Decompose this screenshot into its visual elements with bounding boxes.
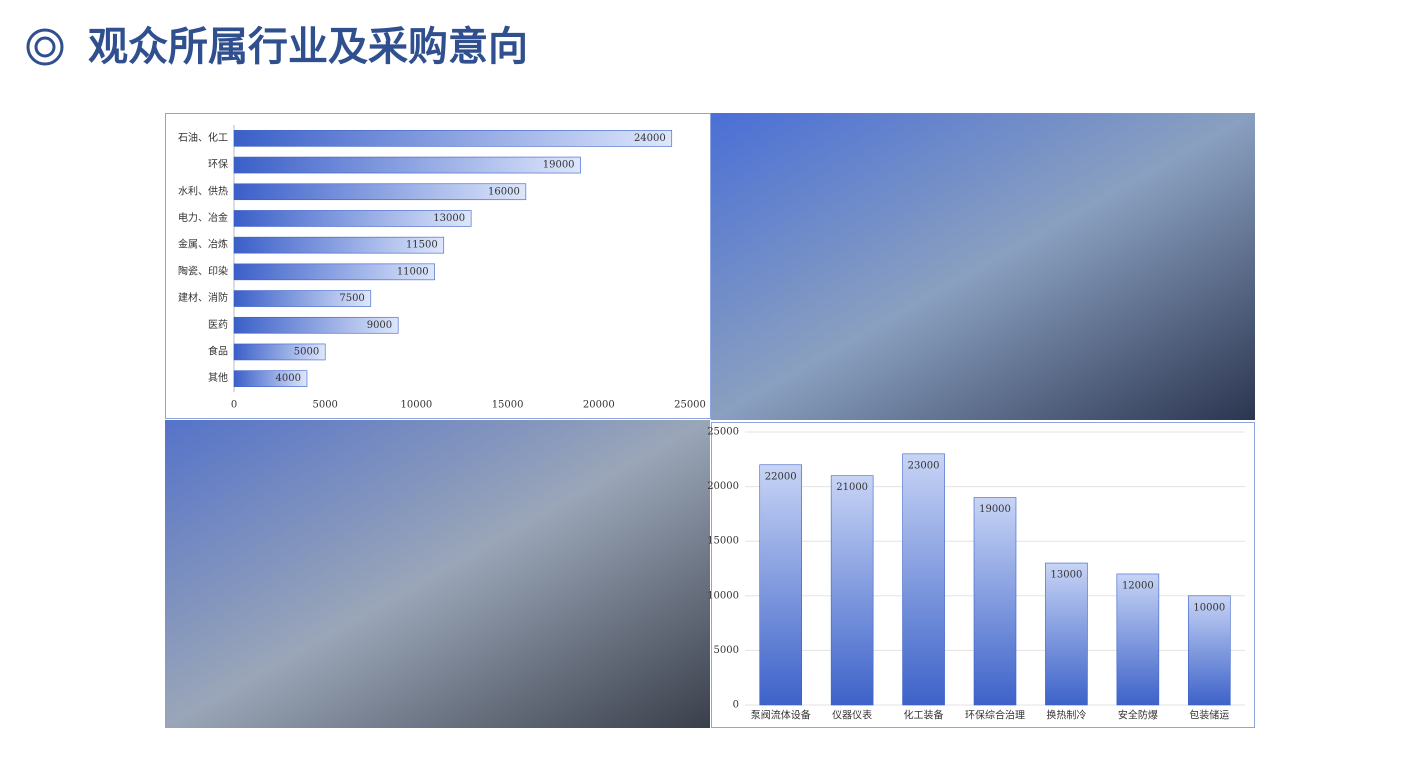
- value-label: 24000: [634, 133, 666, 144]
- y-tick-label: 水利、供热: [178, 184, 228, 197]
- bar: [233, 343, 326, 361]
- bar: [233, 263, 435, 281]
- page-title: 观众所属行业及采购意向: [88, 24, 528, 70]
- x-tick-label: 仪器仪表: [832, 709, 872, 722]
- x-tick-label: 5000: [312, 400, 337, 411]
- bar: [233, 290, 372, 307]
- bar: [1116, 573, 1160, 706]
- y-tick-label: 其他: [208, 371, 228, 384]
- photo: [165, 420, 710, 728]
- value-label: 5000: [294, 346, 319, 357]
- y-tick-label: 20000: [707, 481, 739, 492]
- value-label: 11500: [406, 240, 438, 251]
- y-tick-label: 15000: [707, 536, 739, 547]
- bar: [233, 210, 472, 227]
- value-label: 10000: [1193, 602, 1225, 613]
- y-tick-label: 金属、冶炼: [178, 238, 228, 251]
- value-label: 21000: [836, 482, 868, 493]
- value-label: 12000: [1122, 580, 1154, 591]
- value-label: 19000: [543, 160, 575, 171]
- y-tick-label: 电力、冶金: [178, 211, 228, 224]
- photo: [711, 113, 1255, 420]
- y-tick-label: 25000: [707, 427, 739, 438]
- x-tick-label: 环保综合治理: [965, 709, 1025, 722]
- value-label: 22000: [765, 471, 797, 482]
- value-label: 23000: [908, 460, 940, 471]
- bar: [233, 370, 308, 387]
- bar: [233, 236, 445, 254]
- bar: [902, 453, 945, 706]
- x-tick-label: 15000: [492, 400, 524, 411]
- bar: [233, 156, 581, 174]
- x-tick-label: 换热制冷: [1046, 709, 1086, 722]
- value-label: 4000: [276, 373, 301, 384]
- x-tick-label: 化工装备: [904, 709, 944, 722]
- y-tick-label: 食品: [208, 344, 228, 357]
- bar: [830, 475, 874, 706]
- y-tick-label: 0: [733, 700, 739, 711]
- value-label: 11000: [397, 266, 429, 277]
- x-tick-label: 安全防爆: [1118, 709, 1158, 722]
- bar: [233, 316, 399, 334]
- y-tick-label: 陶瓷、印染: [178, 264, 228, 277]
- y-tick-label: 医药: [208, 319, 228, 331]
- value-label: 16000: [488, 186, 520, 197]
- y-tick-label: 石油、化工: [178, 131, 228, 144]
- bar: [1045, 562, 1088, 706]
- y-tick-label: 环保: [208, 158, 228, 171]
- x-tick-label: 泵阀流体设备: [751, 709, 811, 722]
- value-label: 7500: [339, 293, 364, 304]
- y-tick-label: 建材、消防: [178, 291, 228, 304]
- title-icon: [26, 28, 64, 66]
- x-tick-label: 20000: [583, 400, 615, 411]
- value-label: 19000: [979, 504, 1011, 515]
- bar: [233, 130, 673, 147]
- title-icon: [34, 36, 56, 58]
- value-label: 13000: [1051, 570, 1083, 581]
- x-tick-label: 25000: [674, 400, 706, 411]
- x-tick-label: 包装储运: [1189, 709, 1229, 722]
- bar: [233, 183, 527, 201]
- x-tick-label: 0: [231, 400, 237, 411]
- value-label: 13000: [433, 213, 465, 224]
- value-label: 9000: [367, 320, 392, 331]
- y-tick-label: 10000: [707, 590, 739, 601]
- bar: [973, 497, 1017, 706]
- x-tick-label: 10000: [400, 400, 432, 411]
- y-tick-label: 5000: [714, 645, 739, 656]
- bar: [1187, 595, 1231, 706]
- bar: [759, 464, 803, 706]
